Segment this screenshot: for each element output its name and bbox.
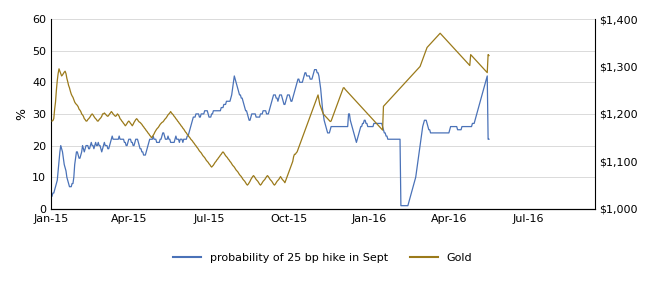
Legend: probability of 25 bp hike in Sept, Gold: probability of 25 bp hike in Sept, Gold bbox=[168, 248, 477, 267]
Y-axis label: %: % bbox=[15, 108, 28, 120]
